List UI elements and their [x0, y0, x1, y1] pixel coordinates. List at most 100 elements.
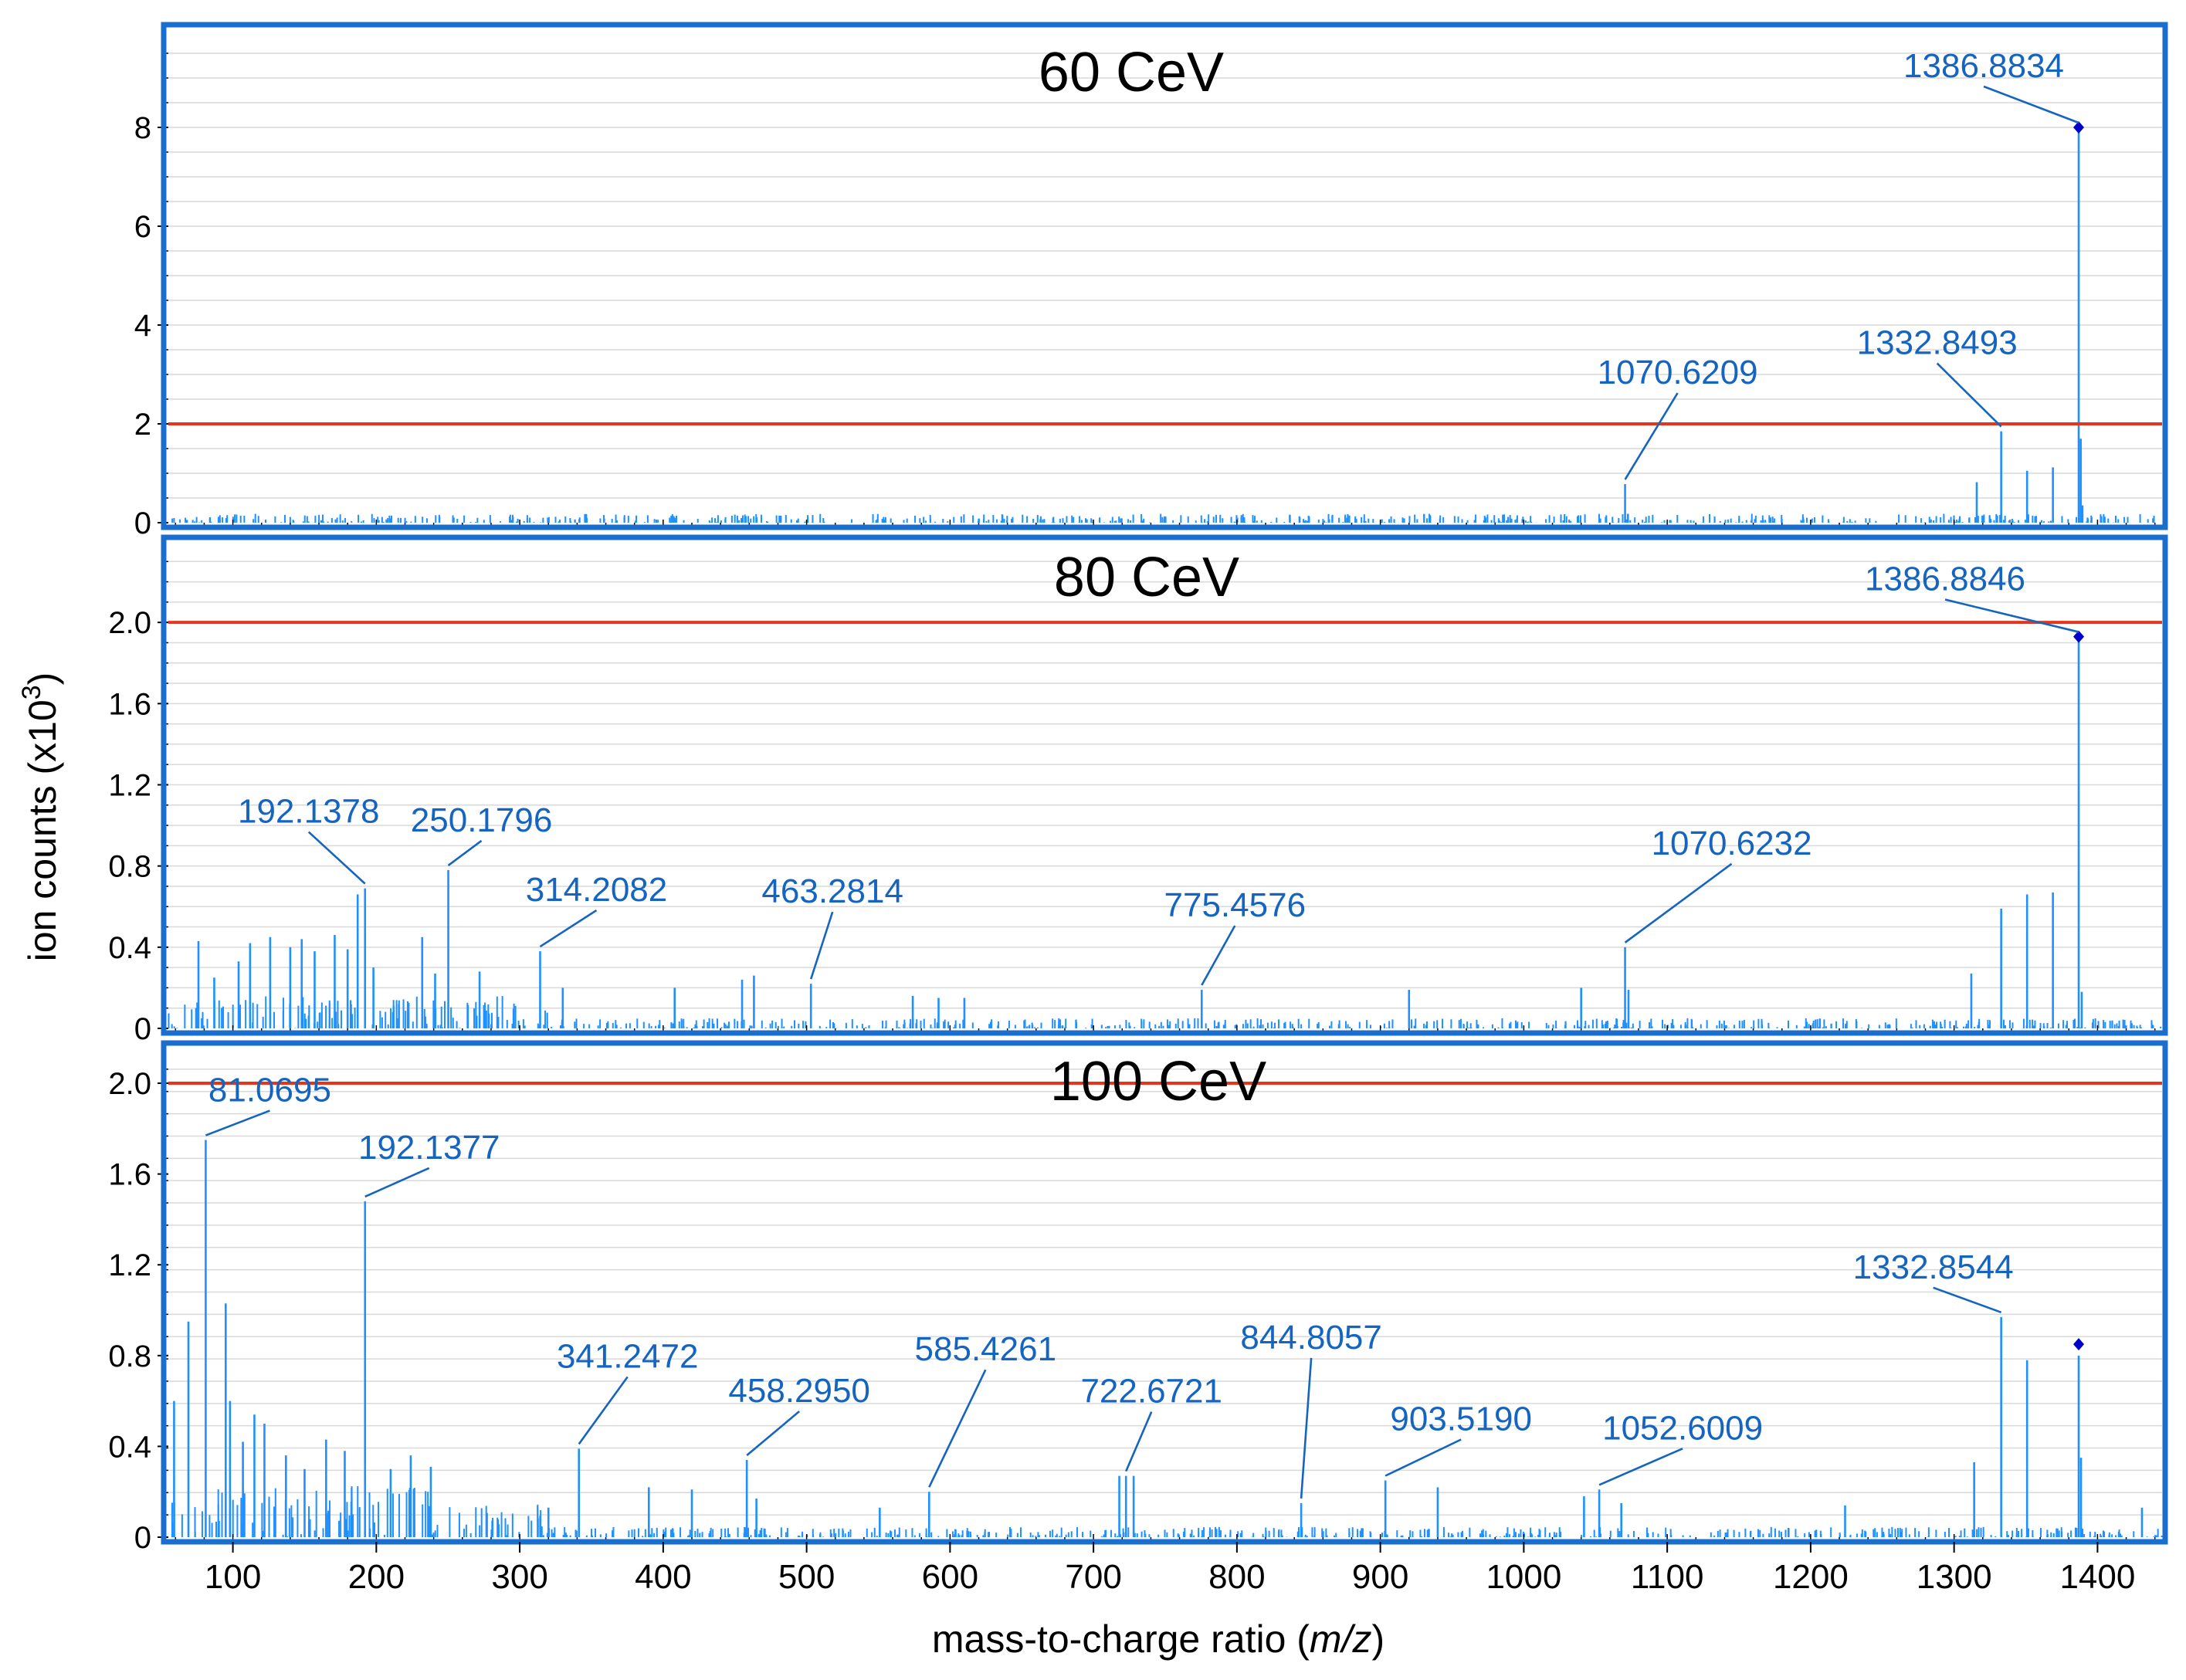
peak-label-leader — [1944, 598, 2079, 633]
x-tick-label: 400 — [635, 1558, 691, 1596]
peak-label-leader — [307, 831, 366, 885]
noise-peaks — [168, 996, 2162, 1028]
x-axis-label: mass-to-charge ratio (m/z) — [932, 1617, 1384, 1661]
gridlines — [168, 52, 2162, 499]
peak-label-leader — [1933, 1286, 2002, 1314]
panel-title: 80 CeV — [1054, 547, 1239, 608]
x-tick-label: 1300 — [1917, 1558, 1992, 1596]
x-axis-label-close: ) — [1371, 1617, 1384, 1661]
peak-label: 1332.8493 — [1857, 324, 2018, 362]
peak-label: 250.1796 — [411, 801, 553, 839]
panel-title: 100 CeV — [1050, 1051, 1266, 1113]
panel-frame — [161, 1040, 2168, 1545]
y-tick-label: 1.6 — [108, 1158, 151, 1192]
peak-label-leader — [1936, 362, 2002, 428]
peak-label: 1386.8834 — [1903, 47, 2064, 85]
y-axis-ticks: 0 0.4 0.8 1.2 1.6 2.0 — [108, 561, 168, 1046]
x-tick-label: 600 — [922, 1558, 978, 1596]
y-tick-label: 2.0 — [108, 606, 151, 640]
y-tick-label: 0 — [134, 1012, 151, 1046]
peak-label-leader — [1300, 1357, 1313, 1499]
peak-label: 314.2082 — [526, 871, 668, 909]
x-tick-label: 1000 — [1486, 1558, 1561, 1596]
peak-label: 192.1378 — [238, 793, 380, 831]
spectrum-panel-1: 1070.6209 1332.8493 1386.8834 0 2 4 6 8 60 CeV — [134, 22, 2168, 540]
x-axis-label-italic: m/z — [1310, 1617, 1372, 1661]
peak-labels: 192.1378 250.1796 314.2082 463.2814 775.4576… — [238, 561, 2079, 986]
peak-label: 844.8057 — [1240, 1319, 1382, 1357]
peak-label-leader — [364, 1167, 430, 1198]
peak-label-leader — [447, 839, 483, 866]
x-tick-label: 1400 — [2059, 1558, 2135, 1596]
y-tick-label: 1.6 — [108, 687, 151, 721]
major-peaks — [1624, 127, 2084, 523]
x-tick-label: 300 — [491, 1558, 547, 1596]
peak-label: 775.4576 — [1164, 886, 1307, 924]
major-peaks — [197, 636, 2083, 1028]
x-tick-label: 800 — [1208, 1558, 1265, 1596]
peak-label: 1386.8846 — [1865, 561, 2025, 598]
peak-label: 903.5190 — [1390, 1401, 1532, 1438]
peak-label-leader — [205, 1109, 270, 1136]
peak-label-leader — [1598, 1448, 1683, 1486]
y-axis-label-close: ) — [21, 672, 64, 686]
y-axis-label-text: ion counts (x10 — [21, 699, 64, 961]
y-tick-label: 1.2 — [108, 769, 151, 803]
noise-peaks — [171, 1485, 2163, 1537]
x-tick-label: 700 — [1065, 1558, 1121, 1596]
peak-label: 81.0695 — [208, 1072, 331, 1109]
y-tick-label: 0 — [134, 1521, 151, 1555]
gridlines — [168, 561, 2162, 1009]
peak-label: 463.2814 — [761, 872, 903, 910]
y-tick-label: 6 — [134, 210, 151, 244]
peak-label-leader — [1983, 85, 2079, 124]
x-tick-label: 900 — [1352, 1558, 1408, 1596]
y-tick-label: 0.8 — [108, 1340, 151, 1373]
peak-labels: 1070.6209 1332.8493 1386.8834 — [1598, 47, 2079, 480]
spectrum-panel-2: 192.1378 250.1796 314.2082 463.2814 775.4576… — [108, 534, 2168, 1046]
peak-label-leader — [578, 1376, 629, 1445]
peak-label-leader — [539, 909, 598, 948]
precursor-marker — [2073, 1338, 2085, 1351]
y-tick-label: 0.8 — [108, 850, 151, 884]
peak-label: 341.2472 — [557, 1337, 699, 1375]
y-tick-label: 2 — [134, 408, 151, 442]
y-tick-label: 4 — [134, 309, 151, 343]
peak-label: 1070.6232 — [1652, 825, 1812, 862]
spectrum-panels: 1070.6209 1332.8493 1386.8834 0 2 4 6 8 60 CeV 19… — [108, 22, 2168, 1555]
y-axis-ticks: 0 0.4 0.8 1.2 1.6 2.0 — [108, 1067, 168, 1555]
y-tick-label: 0.4 — [108, 931, 151, 965]
peak-label-leader — [1624, 392, 1679, 480]
peak-label-leader — [1201, 925, 1236, 986]
y-axis-label-exponent: 3 — [17, 685, 46, 699]
peak-label: 585.4261 — [915, 1330, 1057, 1368]
x-tick-label: 1100 — [1631, 1558, 1704, 1596]
peak-label-leader — [746, 1411, 800, 1457]
y-tick-label: 0 — [134, 506, 151, 540]
peak-label-leader — [809, 911, 834, 980]
peak-label: 192.1377 — [358, 1129, 500, 1167]
peak-label: 1052.6009 — [1602, 1409, 1763, 1447]
spectrum-panel-3: 81.0695 192.1377 341.2472 458.2950 585.4261 7… — [108, 1040, 2168, 1555]
panel-frame — [161, 534, 2168, 1036]
peak-label-leader — [1384, 1438, 1462, 1477]
peak-labels: 81.0695 192.1377 341.2472 458.2950 585.4261 7… — [205, 1072, 2014, 1499]
x-axis-ticks: 100 200 300 400 500 600 700 800 900 1000 1100 1200 1… — [205, 1542, 2135, 1596]
panel-frame — [161, 22, 2168, 530]
peak-label: 1332.8544 — [1853, 1248, 2014, 1286]
precursor-marker — [2073, 630, 2085, 643]
peak-label: 1070.6209 — [1598, 354, 1758, 391]
x-tick-label: 500 — [778, 1558, 835, 1596]
x-axis-label-text: mass-to-charge ratio ( — [932, 1617, 1310, 1661]
noise-peaks — [171, 513, 2155, 523]
peak-label-leader — [1624, 862, 1733, 943]
x-tick-label: 100 — [205, 1558, 261, 1596]
x-tick-label: 200 — [348, 1558, 405, 1596]
y-tick-label: 2.0 — [108, 1067, 151, 1101]
y-tick-label: 0.4 — [108, 1430, 151, 1464]
peak-label-leader — [928, 1369, 987, 1488]
y-axis-label: ion counts (x103) — [17, 672, 64, 962]
precursor-marker — [2073, 121, 2085, 134]
y-tick-label: 8 — [134, 111, 151, 145]
